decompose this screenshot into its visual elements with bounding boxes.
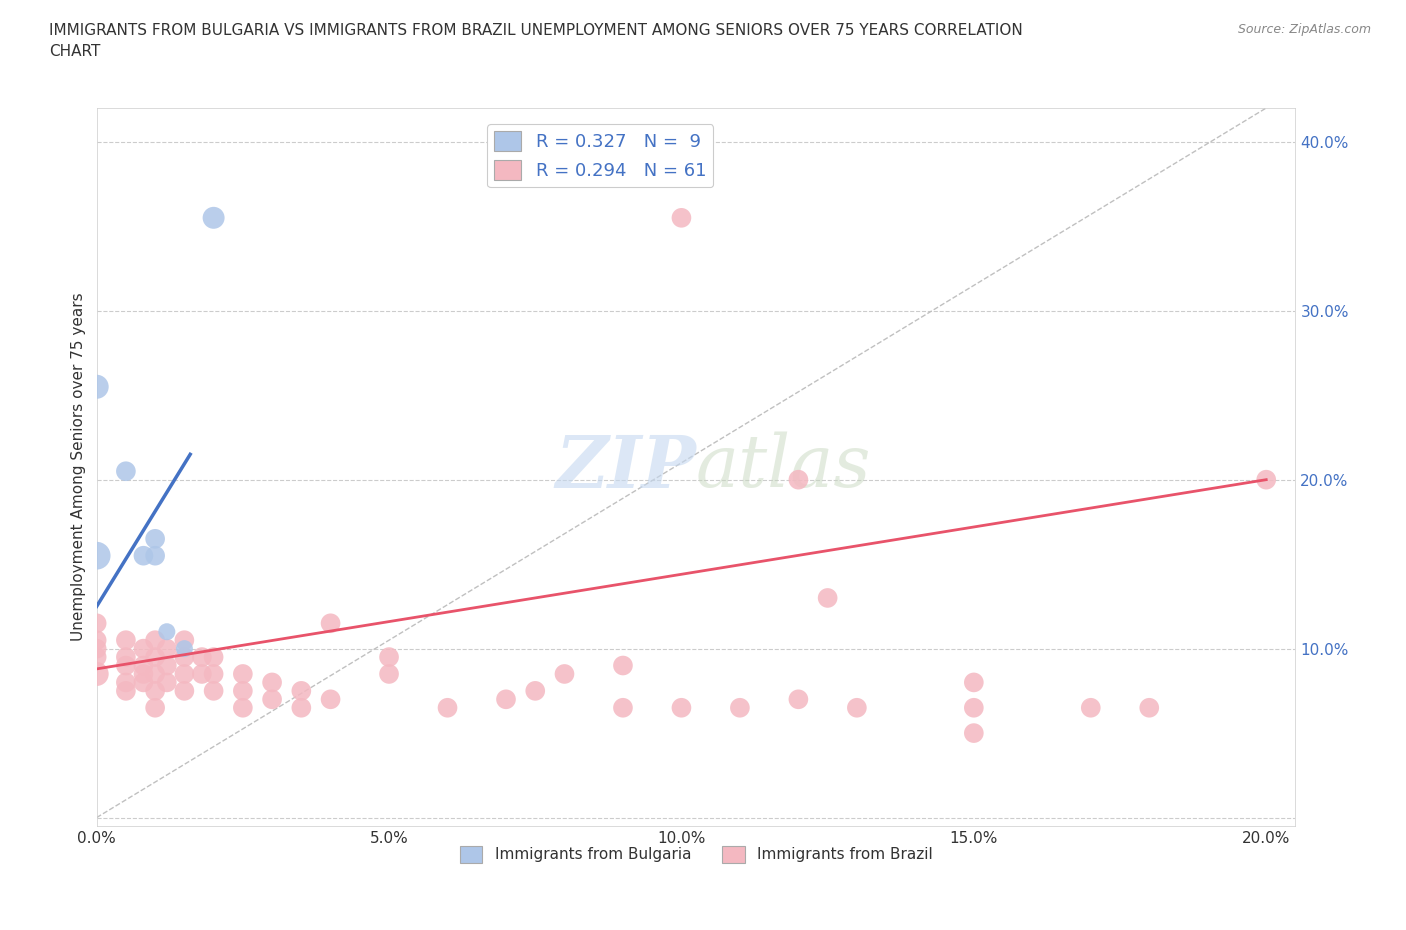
- Point: [671, 210, 693, 225]
- Point: [612, 658, 634, 673]
- Point: [173, 641, 195, 656]
- Point: [232, 700, 254, 715]
- Point: [132, 658, 155, 673]
- Point: [86, 616, 108, 631]
- Point: [132, 549, 155, 564]
- Point: [1256, 472, 1278, 487]
- Point: [787, 692, 810, 707]
- Point: [86, 650, 108, 665]
- Legend: Immigrants from Bulgaria, Immigrants from Brazil: Immigrants from Bulgaria, Immigrants fro…: [453, 840, 939, 869]
- Point: [173, 632, 195, 647]
- Point: [553, 667, 575, 682]
- Point: [1080, 700, 1102, 715]
- Point: [115, 675, 138, 690]
- Point: [143, 684, 166, 698]
- Point: [787, 472, 810, 487]
- Point: [115, 658, 138, 673]
- Point: [156, 624, 179, 639]
- Point: [143, 700, 166, 715]
- Y-axis label: Unemployment Among Seniors over 75 years: Unemployment Among Seniors over 75 years: [72, 293, 86, 642]
- Point: [963, 700, 986, 715]
- Point: [524, 684, 547, 698]
- Point: [495, 692, 517, 707]
- Point: [86, 379, 108, 394]
- Point: [290, 684, 312, 698]
- Point: [115, 464, 138, 479]
- Point: [202, 684, 225, 698]
- Point: [319, 692, 342, 707]
- Point: [191, 667, 214, 682]
- Point: [115, 684, 138, 698]
- Point: [1137, 700, 1160, 715]
- Point: [156, 658, 179, 673]
- Point: [319, 616, 342, 631]
- Point: [191, 650, 214, 665]
- Point: [436, 700, 458, 715]
- Point: [963, 675, 986, 690]
- Point: [845, 700, 868, 715]
- Point: [115, 650, 138, 665]
- Point: [143, 549, 166, 564]
- Point: [143, 667, 166, 682]
- Point: [86, 667, 108, 682]
- Point: [156, 641, 179, 656]
- Point: [132, 641, 155, 656]
- Point: [963, 725, 986, 740]
- Text: IMMIGRANTS FROM BULGARIA VS IMMIGRANTS FROM BRAZIL UNEMPLOYMENT AMONG SENIORS OV: IMMIGRANTS FROM BULGARIA VS IMMIGRANTS F…: [49, 23, 1024, 60]
- Point: [86, 632, 108, 647]
- Point: [378, 650, 401, 665]
- Point: [173, 684, 195, 698]
- Point: [143, 650, 166, 665]
- Point: [156, 675, 179, 690]
- Point: [143, 531, 166, 546]
- Point: [378, 667, 401, 682]
- Point: [262, 675, 284, 690]
- Point: [132, 667, 155, 682]
- Point: [115, 632, 138, 647]
- Point: [202, 667, 225, 682]
- Point: [232, 684, 254, 698]
- Point: [86, 641, 108, 656]
- Point: [143, 632, 166, 647]
- Point: [173, 667, 195, 682]
- Text: atlas: atlas: [696, 432, 872, 502]
- Point: [671, 700, 693, 715]
- Point: [202, 210, 225, 225]
- Point: [262, 692, 284, 707]
- Point: [290, 700, 312, 715]
- Point: [232, 667, 254, 682]
- Text: ZIP: ZIP: [555, 432, 696, 502]
- Point: [86, 549, 108, 564]
- Point: [202, 650, 225, 665]
- Text: Source: ZipAtlas.com: Source: ZipAtlas.com: [1237, 23, 1371, 36]
- Point: [132, 675, 155, 690]
- Point: [728, 700, 751, 715]
- Point: [173, 650, 195, 665]
- Point: [612, 700, 634, 715]
- Point: [817, 591, 839, 605]
